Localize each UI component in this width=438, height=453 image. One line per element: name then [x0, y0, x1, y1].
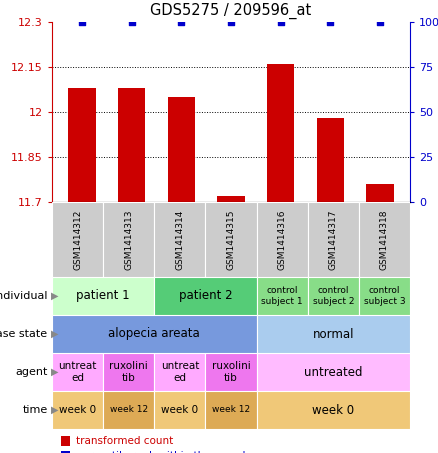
Bar: [52, 353, 103, 391]
Bar: [52, 202, 103, 277]
Text: week 0: week 0: [59, 405, 96, 415]
Bar: [103, 353, 154, 391]
Bar: [267, 64, 294, 202]
Point: [377, 19, 384, 26]
Text: percentile rank within the sample: percentile rank within the sample: [76, 451, 252, 453]
Bar: [308, 202, 359, 277]
Text: untreated: untreated: [304, 366, 363, 379]
Point: [327, 19, 334, 26]
Text: agent: agent: [15, 367, 48, 377]
Text: week 0: week 0: [161, 405, 198, 415]
Point: [227, 19, 234, 26]
Bar: [205, 391, 257, 429]
Text: week 12: week 12: [212, 405, 250, 414]
Text: patient 1: patient 1: [76, 289, 130, 303]
Bar: [154, 391, 205, 429]
Text: ▶: ▶: [51, 329, 59, 339]
Text: untreat
ed: untreat ed: [161, 361, 199, 383]
Bar: [52, 315, 257, 353]
Bar: [257, 202, 308, 277]
Text: ▶: ▶: [51, 291, 59, 301]
Text: time: time: [22, 405, 48, 415]
Bar: [359, 277, 410, 315]
Bar: [168, 97, 195, 202]
Bar: [154, 277, 257, 315]
Text: week 0: week 0: [312, 404, 354, 416]
Text: GSM1414314: GSM1414314: [175, 209, 184, 270]
Point: [128, 19, 135, 26]
Point: [277, 19, 284, 26]
Text: patient 2: patient 2: [179, 289, 232, 303]
Text: untreat
ed: untreat ed: [58, 361, 97, 383]
Point: [78, 19, 85, 26]
Text: week 12: week 12: [110, 405, 148, 414]
Text: control
subject 3: control subject 3: [364, 286, 405, 306]
Text: GSM1414318: GSM1414318: [380, 209, 389, 270]
Bar: [205, 353, 257, 391]
Text: normal: normal: [313, 328, 354, 341]
Text: GSM1414313: GSM1414313: [124, 209, 133, 270]
Text: ▶: ▶: [51, 367, 59, 377]
Bar: [205, 202, 257, 277]
Bar: [52, 277, 154, 315]
Title: GDS5275 / 209596_at: GDS5275 / 209596_at: [150, 3, 311, 19]
Text: control
subject 1: control subject 1: [261, 286, 303, 306]
Bar: [317, 118, 344, 202]
Text: GSM1414317: GSM1414317: [329, 209, 338, 270]
Text: ▶: ▶: [51, 405, 59, 415]
Bar: [154, 202, 205, 277]
Text: ruxolini
tib: ruxolini tib: [212, 361, 251, 383]
Bar: [68, 88, 95, 202]
Bar: [257, 315, 410, 353]
Bar: [257, 353, 410, 391]
Text: ruxolini
tib: ruxolini tib: [110, 361, 148, 383]
Bar: [308, 277, 359, 315]
Bar: [217, 196, 245, 202]
Bar: [257, 391, 410, 429]
Bar: [359, 202, 410, 277]
Text: individual: individual: [0, 291, 48, 301]
Bar: [154, 353, 205, 391]
Text: disease state: disease state: [0, 329, 48, 339]
Bar: [257, 277, 308, 315]
Bar: [103, 391, 154, 429]
Text: alopecia areata: alopecia areata: [109, 328, 200, 341]
Text: GSM1414315: GSM1414315: [226, 209, 236, 270]
Bar: [52, 391, 103, 429]
Point: [178, 19, 185, 26]
Bar: [367, 184, 394, 202]
Text: GSM1414316: GSM1414316: [278, 209, 286, 270]
Text: control
subject 2: control subject 2: [313, 286, 354, 306]
Text: transformed count: transformed count: [76, 436, 173, 446]
Bar: [118, 88, 145, 202]
Text: GSM1414312: GSM1414312: [73, 209, 82, 270]
Bar: [103, 202, 154, 277]
